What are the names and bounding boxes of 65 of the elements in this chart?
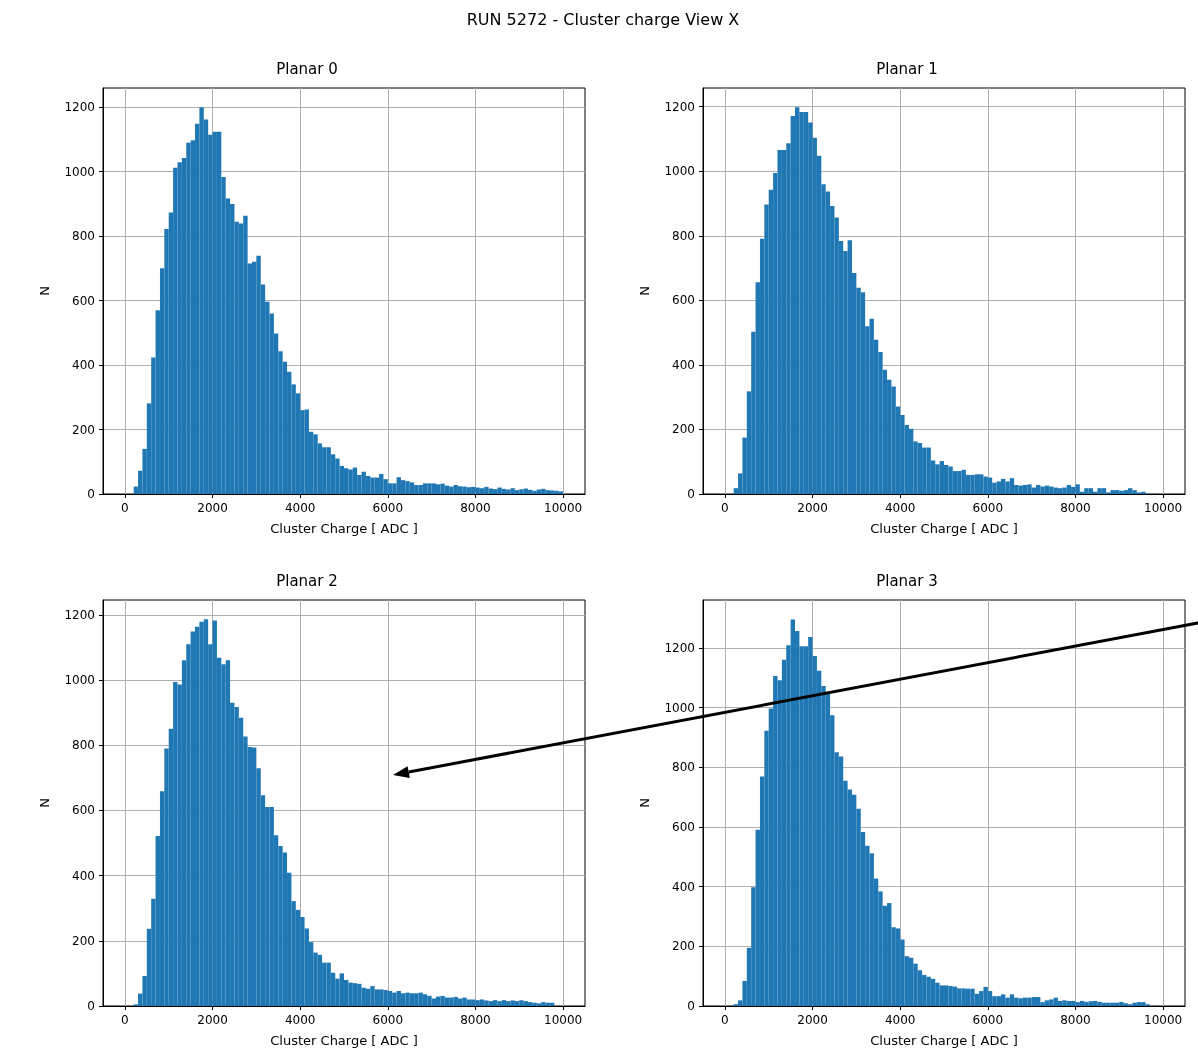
y-tick-label: 400: [672, 879, 695, 894]
y-tick-label: 600: [672, 293, 695, 308]
x-tick-label: 8000: [1060, 501, 1091, 515]
x-tick-label: 2000: [797, 501, 828, 515]
y-tick-label: 0: [687, 487, 695, 501]
x-tick-label: 10000: [544, 1013, 583, 1027]
y-tick-label: 600: [72, 803, 95, 818]
y-tick-label: 800: [72, 738, 95, 753]
y-tick-label: 1200: [664, 99, 695, 114]
x-tick-label: 0: [721, 1013, 729, 1027]
y-tick-label: 200: [672, 422, 695, 437]
x-tick-label: 6000: [372, 1013, 404, 1027]
x-tick-label: 0: [721, 501, 729, 515]
y-axis-title: N: [637, 798, 652, 808]
y-tick-label: 800: [672, 760, 695, 775]
x-axis-title: Cluster Charge [ ADC ]: [270, 521, 418, 536]
chart-title: Planar 3: [876, 571, 938, 590]
y-tick-label: 600: [72, 293, 95, 308]
y-tick-label: 800: [72, 229, 95, 244]
y-tick-label: 1000: [664, 700, 695, 715]
y-tick-label: 1200: [664, 641, 695, 656]
x-tick-label: 8000: [1060, 1013, 1091, 1027]
x-axis-title: Cluster Charge [ ADC ]: [870, 521, 1018, 536]
y-tick-label: 600: [672, 820, 695, 835]
y-tick-label: 200: [72, 422, 95, 437]
y-tick-label: 800: [672, 228, 695, 243]
y-tick-label: 400: [72, 868, 95, 883]
y-axis-title: N: [37, 798, 52, 808]
y-tick-label: 200: [672, 939, 695, 954]
x-tick-label: 6000: [372, 501, 404, 515]
y-tick-label: 1000: [64, 164, 95, 179]
text: RUN 5272 - Cluster charge View X: [465, 10, 741, 29]
x-tick-label: 0: [121, 501, 129, 515]
x-tick-label: 10000: [1144, 1013, 1183, 1027]
x-tick-label: 10000: [1144, 501, 1183, 515]
x-tick-label: 6000: [972, 1013, 1004, 1027]
x-tick-label: 2000: [197, 501, 228, 515]
x-axis-title: Cluster Charge [ ADC ]: [870, 1033, 1018, 1048]
x-tick-label: 4000: [284, 1013, 316, 1027]
x-tick-label: 6000: [972, 501, 1004, 515]
y-axis-title: N: [637, 286, 652, 296]
y-tick-label: 200: [72, 933, 95, 948]
x-tick-label: 2000: [197, 1013, 228, 1027]
y-tick-label: 400: [72, 358, 95, 373]
x-tick-label: 2000: [797, 1013, 828, 1027]
y-axis-title: N: [37, 286, 52, 296]
y-tick-label: 1000: [664, 164, 695, 179]
x-tick-label: 8000: [460, 501, 491, 515]
x-axis-title: Cluster Charge [ ADC ]: [270, 1033, 418, 1048]
y-tick-label: 0: [87, 487, 95, 501]
y-tick-label: 0: [687, 999, 695, 1013]
y-tick-label: 400: [672, 357, 695, 372]
chart-title: Planar 1: [876, 59, 938, 78]
x-tick-label: 4000: [884, 1013, 916, 1027]
x-tick-label: 4000: [284, 501, 316, 515]
chart-title: Planar 0: [276, 59, 338, 78]
y-tick-label: 0: [87, 999, 95, 1013]
x-tick-label: 8000: [460, 1013, 491, 1027]
x-tick-label: 0: [121, 1013, 129, 1027]
y-tick-label: 1000: [64, 673, 95, 688]
x-tick-label: 10000: [544, 501, 583, 515]
y-tick-label: 1200: [64, 607, 95, 622]
x-tick-label: 4000: [884, 501, 916, 515]
y-tick-label: 1200: [64, 100, 95, 115]
chart-title: Planar 2: [276, 571, 338, 590]
